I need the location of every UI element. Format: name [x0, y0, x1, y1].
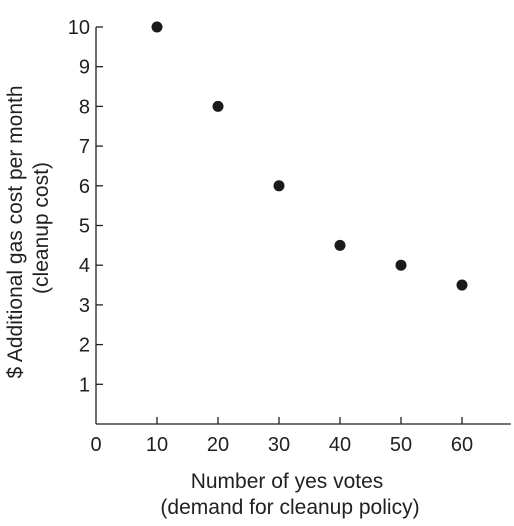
y-tick-label: 7 [79, 136, 90, 158]
x-axis-ticks: 0 10 20 30 40 50 60 [90, 417, 473, 456]
x-tick-label: 50 [390, 434, 412, 456]
x-tick-label: 60 [451, 434, 473, 456]
axes [95, 27, 511, 425]
y-tick-label: 10 [68, 17, 90, 39]
data-points [151, 21, 468, 291]
data-point [334, 239, 346, 251]
y-tick-label: 4 [79, 255, 90, 277]
y-tick-label: 5 [79, 216, 90, 238]
x-tick-label: 30 [268, 434, 290, 456]
x-tick-label: 20 [207, 434, 229, 456]
data-point [456, 279, 468, 291]
x-tick-label: 0 [90, 434, 101, 456]
y-axis-ticks: 1 2 3 4 5 6 7 8 9 10 [68, 17, 103, 396]
data-point [151, 21, 163, 33]
y-axis-subtitle: (cleanup cost) [30, 162, 53, 294]
y-tick-label: 1 [79, 374, 90, 396]
y-tick-label: 8 [79, 96, 90, 118]
data-point [395, 259, 407, 271]
x-tick-label: 40 [329, 434, 351, 456]
y-tick-label: 6 [79, 176, 90, 198]
data-point [212, 100, 224, 112]
x-axis-title: Number of yes votes [191, 470, 384, 493]
data-point [273, 180, 285, 192]
x-tick-label: 10 [146, 434, 168, 456]
y-tick-label: 2 [79, 335, 90, 357]
y-tick-label: 9 [79, 57, 90, 79]
y-axis-title: $ Additional gas cost per month [4, 85, 27, 378]
x-axis-subtitle: (demand for cleanup policy) [160, 496, 419, 519]
y-tick-label: 3 [79, 295, 90, 317]
